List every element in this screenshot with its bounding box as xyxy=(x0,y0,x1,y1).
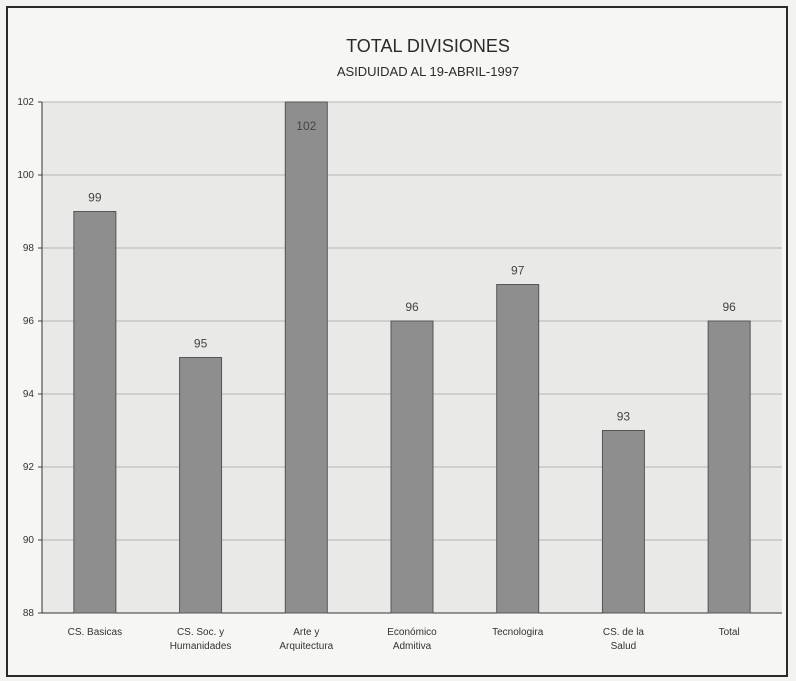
y-tick-label: 90 xyxy=(23,535,35,546)
y-tick-label: 88 xyxy=(23,608,35,619)
y-tick-label: 102 xyxy=(17,97,34,108)
data-label: 93 xyxy=(617,410,631,424)
bar xyxy=(707,320,751,614)
bar xyxy=(73,211,117,614)
y-tick-label: 92 xyxy=(23,462,35,473)
x-tick-label: Salud xyxy=(611,641,637,652)
x-tick-label: CS. Soc. y xyxy=(177,627,224,638)
y-tick-label: 96 xyxy=(23,316,35,327)
bar xyxy=(179,357,223,614)
data-label: 102 xyxy=(296,119,316,133)
y-tick-label: 100 xyxy=(17,170,34,181)
chart-subtitle: ASIDUIDAD AL 19-ABRIL-1997 xyxy=(337,64,519,79)
y-tick-label: 94 xyxy=(23,389,35,400)
x-tick-label: Humanidades xyxy=(170,641,232,652)
x-tick-label: Total xyxy=(719,627,740,638)
bar xyxy=(496,284,540,614)
y-tick-label: 98 xyxy=(23,243,35,254)
data-label: 97 xyxy=(511,264,525,278)
chart-title: TOTAL DIVISIONES xyxy=(346,36,510,56)
x-tick-label: Arquitectura xyxy=(279,641,333,652)
plot-area: 88 90 92 94 96 98 100 102 99 CS. Basicas 95 CS. Soc… xyxy=(17,97,782,652)
data-label: 96 xyxy=(405,300,419,314)
x-tick-label: CS. Basicas xyxy=(68,627,122,638)
bar xyxy=(390,320,434,614)
x-tick-label: Tecnologira xyxy=(492,627,544,638)
x-tick-label: Arte y xyxy=(293,627,319,638)
data-label: 96 xyxy=(722,300,736,314)
x-tick-label: Económico xyxy=(387,627,437,638)
data-label: 99 xyxy=(88,191,102,205)
data-label: 95 xyxy=(194,337,208,351)
x-tick-label: Admitiva xyxy=(393,641,432,652)
bar xyxy=(601,430,645,614)
x-tick-label: CS. de la xyxy=(603,627,645,638)
bar xyxy=(284,101,328,614)
